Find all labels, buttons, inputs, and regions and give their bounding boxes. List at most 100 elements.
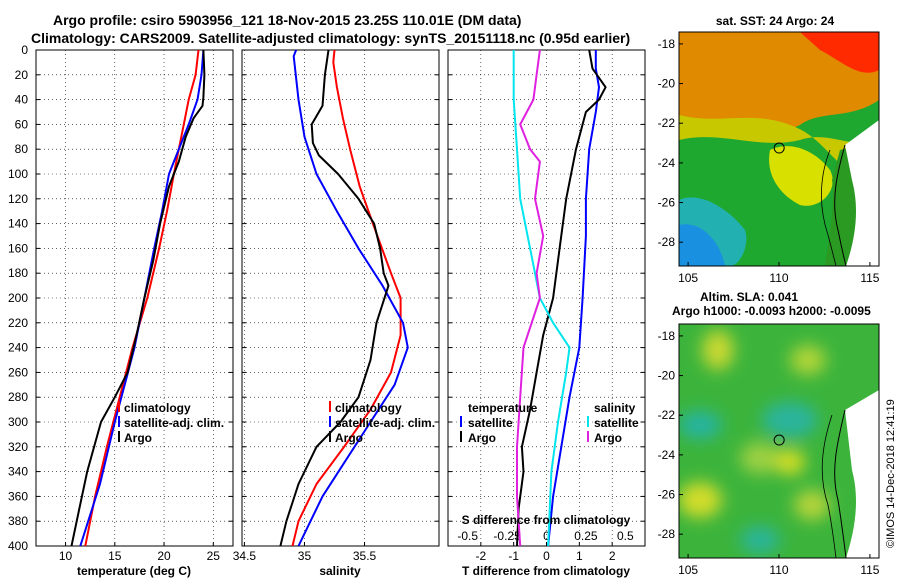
difference-grid (448, 49, 645, 547)
y-tick-label: -18 (658, 329, 676, 343)
series-line-argo (70, 50, 206, 546)
depth-tick-label: 300 (8, 415, 28, 429)
x-tick-label: 110 (769, 563, 788, 577)
depth-tick-label: 340 (8, 465, 28, 479)
depth-tick-label: 380 (8, 514, 28, 528)
depth-tick-label: 0 (21, 43, 28, 57)
difference-x-ticks: -2 -1 0 1 2 (475, 549, 615, 563)
x-tick-label: 115 (860, 563, 879, 577)
y-tick-label: -20 (658, 77, 676, 91)
temperature-xlabel: temperature (deg C) (77, 564, 191, 578)
x-tick-label: 25 (207, 549, 221, 563)
sst-front (769, 146, 833, 206)
legend-label: satellite-adj. clim. (335, 416, 435, 430)
x-tick-label: 115 (860, 271, 879, 285)
difference-panel: -2 -1 0 1 2 -0.5 -0.25 0 0.25 0.5 T difference f… (447, 49, 646, 578)
sla-map: Altim. SLA: 0.041 Argo h1000: -0.0093 h2… (658, 290, 880, 577)
argo-location-marker (773, 142, 785, 154)
sla-map-subtitle: Argo h1000: -0.0093 h2000: -0.0095 (672, 304, 871, 318)
depth-tick-label: 400 (8, 539, 28, 553)
x-tick-label: 15 (108, 549, 122, 563)
x-tick-label: 1 (576, 549, 583, 563)
x-tick-label: -2 (475, 549, 486, 563)
series-line-climatology (291, 50, 402, 546)
sla-map-ticks: 105 110 115 -18 -20 -22 -24 -26 -28 (658, 329, 880, 577)
legend-label: Argo (335, 431, 363, 445)
difference-xlabel: T difference from climatology (462, 564, 630, 578)
sst-cold-region (679, 224, 725, 266)
secondary-x-tick-label: 0.25 (574, 529, 598, 543)
x-tick-label: 110 (769, 271, 788, 285)
temperature-x-ticks: 10 15 20 25 (59, 549, 220, 563)
y-tick-label: -22 (658, 116, 676, 130)
x-tick-label: 35 (298, 549, 312, 563)
legend-label: satellite-adj. clim. (124, 416, 224, 430)
depth-tick-label: 60 (15, 117, 29, 131)
depth-tick-label: 260 (8, 365, 28, 379)
series-line-salinity-satellite (512, 50, 571, 546)
salinity-x-ticks: 34.5 35 35.5 (233, 549, 377, 563)
sst-map: sat. SST: 24 Argo: 24 105 110 115 -18 -20 -22… (658, 14, 880, 285)
depth-tick-label: 320 (8, 440, 28, 454)
salinity-legend: climatology satellite-adj. clim. Argo (329, 401, 435, 445)
series-line-satellite-adj-clim- (292, 50, 409, 546)
depth-tick-label: 100 (8, 167, 28, 181)
y-tick-label: -18 (658, 37, 676, 51)
secondary-x-tick-label: -0.25 (493, 529, 521, 543)
secondary-x-tick-label: 0 (543, 529, 550, 543)
series-line-climatology (84, 50, 200, 546)
series-line-temperature-satellite (547, 50, 600, 546)
depth-tick-label: 80 (15, 142, 29, 156)
legend-label: climatology (124, 401, 191, 415)
sst-map-title: sat. SST: 24 Argo: 24 (716, 14, 835, 28)
land-mass (845, 390, 879, 558)
secondary-x-tick-label: -0.5 (457, 529, 478, 543)
difference-lines (512, 50, 607, 546)
depth-tick-label: 180 (8, 266, 28, 280)
sla-anomalies (679, 330, 830, 554)
difference-legend-salinity: salinity satellite Argo (587, 401, 639, 445)
x-tick-label: -1 (508, 549, 519, 563)
depth-tick-label: 360 (8, 489, 28, 503)
legend-label: Argo (124, 431, 152, 445)
y-tick-label: -28 (658, 235, 676, 249)
legend-label: climatology (335, 401, 402, 415)
salinity-panel: 34.5 35 35.5 salinity climatology satellit… (233, 49, 440, 578)
header-line1: Argo profile: csiro 5903956_121 18-Nov-2… (53, 12, 521, 28)
legend-label: satellite (594, 416, 639, 430)
secondary-x-tick-label: 0.5 (617, 529, 634, 543)
depth-tick-label: 140 (8, 217, 28, 231)
series-line-salinity-argo (516, 50, 545, 546)
depth-tick-label: 240 (8, 341, 28, 355)
salinity-xlabel: salinity (319, 564, 361, 578)
land-mass (845, 120, 879, 266)
difference-secondary-x-ticks: -0.5 -0.25 0 0.25 0.5 (457, 529, 634, 543)
y-tick-label: -26 (658, 196, 676, 210)
y-tick-label: -22 (658, 408, 676, 422)
depth-tick-label: 40 (15, 93, 29, 107)
temperature-lines (70, 50, 206, 546)
y-tick-label: -24 (658, 156, 676, 170)
y-tick-label: -24 (658, 448, 676, 462)
x-tick-label: 34.5 (233, 549, 257, 563)
x-tick-label: 35.5 (353, 549, 377, 563)
difference-legend-temperature: temperature satellite Argo (460, 401, 538, 445)
legend-label: Argo (594, 431, 622, 445)
difference-secondary-xlabel: S difference from climatology (462, 513, 631, 527)
legend-label: Argo (468, 431, 496, 445)
depth-axis: 0 20 40 60 80 100 120 140 160 180 200 220 240 260 280 3… (8, 43, 28, 553)
sst-hot-region (800, 32, 879, 73)
series-line-temperature-argo (516, 50, 607, 546)
x-tick-label: 0 (543, 549, 550, 563)
x-tick-label: 105 (678, 563, 698, 577)
coastline (834, 409, 847, 558)
shelf-contour (821, 149, 837, 266)
legend-title: salinity (594, 401, 636, 415)
watermark: ©IMOS 14-Dec-2018 12:41:19 (885, 399, 897, 548)
depth-tick-label: 220 (8, 316, 28, 330)
argo-location-marker (773, 434, 785, 446)
salinity-grid (242, 49, 439, 547)
depth-tick-label: 160 (8, 241, 28, 255)
shelf-contour (821, 414, 837, 558)
